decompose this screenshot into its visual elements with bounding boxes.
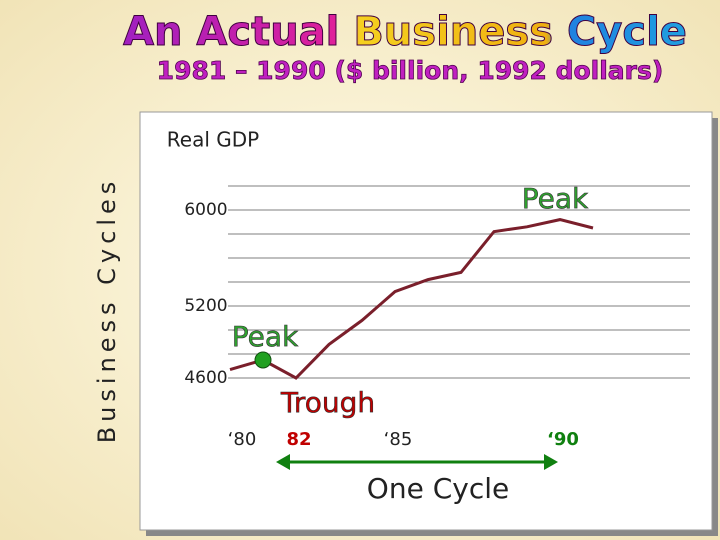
- title: An Actual Business Cycle: [123, 9, 687, 55]
- panel: [139, 111, 713, 531]
- side-label: Business Cycles: [93, 177, 121, 444]
- x-tick-label: ‘90: [547, 429, 579, 450]
- peak-marker: [254, 351, 272, 369]
- annotation: Peak: [232, 320, 299, 353]
- arrow-head-right: [544, 454, 558, 470]
- y-axis-label: Real GDP: [167, 128, 259, 152]
- x-tick-label: 82: [286, 429, 311, 450]
- y-tick-label: 6000: [184, 200, 227, 220]
- annotation: Peak: [522, 182, 589, 215]
- y-tick-label: 4600: [184, 368, 227, 388]
- annotation: Trough: [280, 386, 375, 419]
- annotation: One Cycle: [367, 472, 509, 505]
- x-tick-label: ‘80: [228, 429, 257, 450]
- arrow-head-left: [276, 454, 290, 470]
- series-line: [229, 218, 594, 380]
- x-tick-label: ‘85: [384, 429, 413, 450]
- y-tick-label: 5200: [184, 296, 227, 316]
- subtitle: 1981 – 1990 ($ billion, 1992 dollars): [157, 56, 664, 85]
